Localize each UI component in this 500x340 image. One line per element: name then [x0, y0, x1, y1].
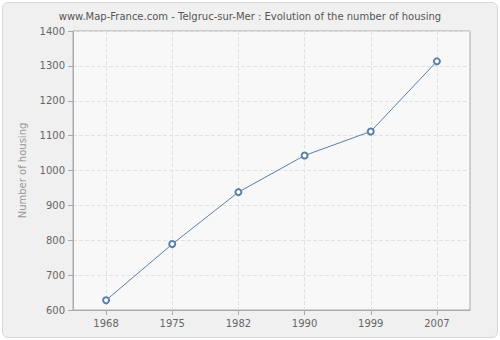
svg-text:1968: 1968 — [93, 318, 118, 329]
svg-text:1982: 1982 — [226, 318, 251, 329]
svg-text:1100: 1100 — [40, 130, 65, 141]
svg-text:800: 800 — [46, 235, 65, 246]
svg-text:1000: 1000 — [40, 165, 65, 176]
svg-text:1990: 1990 — [292, 318, 317, 329]
svg-text:Number of housing: Number of housing — [17, 123, 28, 219]
svg-text:900: 900 — [46, 200, 65, 211]
svg-text:1300: 1300 — [40, 60, 65, 71]
svg-text:1200: 1200 — [40, 95, 65, 106]
svg-text:600: 600 — [46, 305, 65, 316]
svg-text:1999: 1999 — [358, 318, 383, 329]
svg-text:www.Map-France.com - Telgruc-s: www.Map-France.com - Telgruc-sur-Mer : E… — [59, 11, 441, 22]
svg-text:1975: 1975 — [160, 318, 185, 329]
svg-text:1400: 1400 — [40, 26, 65, 37]
svg-text:2007: 2007 — [424, 318, 449, 329]
svg-text:700: 700 — [46, 270, 65, 281]
